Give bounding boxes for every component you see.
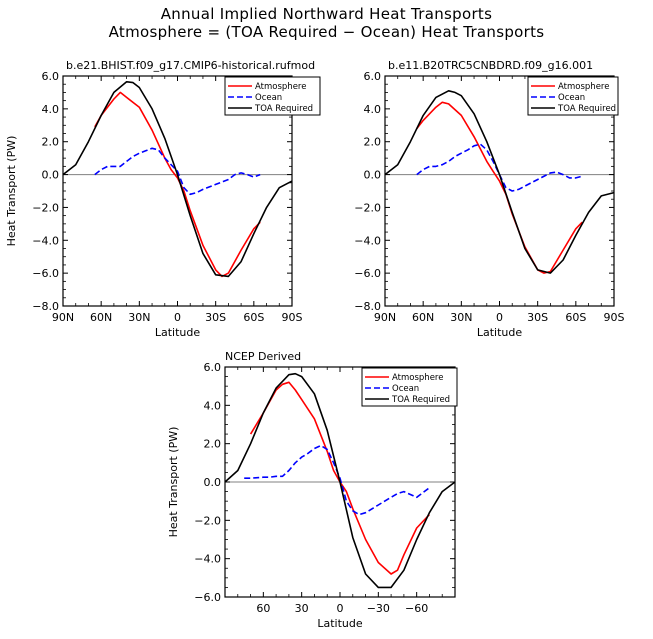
y-tick-label: −8.0	[32, 300, 59, 313]
x-tick-label: 30S	[527, 311, 548, 324]
chart-panel-2: −8.0 −6.0 −4.0 −2.0 0.0 2.0 4.0 6.0 90N 60N 30N 0 30…	[354, 59, 624, 339]
legend-entry: Ocean	[558, 93, 585, 103]
figure-title-line1: Annual Implied Northward Heat Transports	[160, 5, 493, 23]
series-line-atmosphere	[249, 381, 430, 575]
y-tick-label: −4.0	[32, 234, 59, 247]
x-tick-label: 0	[174, 311, 181, 324]
chart-panel-3: −6.0 −4.0 −2.0 0.0 2.0 4.0 6.0 60 30 0 −30 −60 NCEP …	[167, 350, 458, 630]
x-tick-label: 60S	[565, 311, 586, 324]
x-tick-label: 0	[337, 602, 344, 615]
panel-title: NCEP Derived	[225, 350, 301, 363]
legend-entry: Atmosphere	[558, 82, 609, 92]
legend-entry: Atmosphere	[255, 82, 306, 92]
x-tick-label: 30S	[205, 311, 226, 324]
y-tick-label: −6.0	[194, 591, 221, 604]
x-tick-label: 60N	[90, 311, 112, 324]
y-axis-label: Heat Transport (PW)	[5, 136, 18, 247]
legend-entry: Ocean	[392, 384, 419, 394]
chart-panel-1: −8.0 −6.0 −4.0 −2.0 0.0 2.0 4.0 6.0 90N 60N 30N 0 30…	[5, 59, 321, 339]
y-tick-label: 2.0	[204, 438, 222, 451]
y-tick-label: 2.0	[364, 136, 382, 149]
panel-title: b.e21.BHIST.f09_g17.CMIP6-historical.ruf…	[66, 59, 315, 72]
x-tick-label: −60	[405, 602, 428, 615]
x-tick-label: 90N	[52, 311, 74, 324]
series-line-toa-required	[384, 90, 615, 274]
x-axis-label: Latitude	[477, 326, 523, 339]
y-tick-label: −2.0	[354, 201, 381, 214]
y-tick-label: 4.0	[364, 103, 382, 116]
y-axis-label: Heat Transport (PW)	[167, 427, 180, 538]
x-tick-label: 30	[295, 602, 309, 615]
x-axis-label: Latitude	[317, 617, 363, 630]
x-tick-label: 90S	[282, 311, 303, 324]
y-tick-label: −8.0	[354, 300, 381, 313]
y-tick-label: 6.0	[364, 70, 382, 83]
y-tick-label: −2.0	[194, 514, 221, 527]
y-tick-label: 0.0	[42, 169, 60, 182]
series-line-atmosphere	[416, 101, 583, 274]
x-tick-label: 60N	[412, 311, 434, 324]
y-tick-label: −2.0	[32, 201, 59, 214]
x-tick-label: 30N	[450, 311, 472, 324]
y-tick-label: 4.0	[42, 103, 60, 116]
y-tick-label: 2.0	[42, 136, 60, 149]
x-tick-label: −30	[367, 602, 390, 615]
x-tick-label: 60S	[243, 311, 264, 324]
series-line-atmosphere	[94, 91, 261, 278]
x-axis-label: Latitude	[155, 326, 201, 339]
figure-title-line2: Atmosphere = (TOA Required − Ocean) Heat…	[108, 23, 545, 41]
x-tick-label: 90N	[374, 311, 396, 324]
series-line-ocean	[94, 147, 261, 196]
legend-entry: Ocean	[255, 93, 282, 103]
legend-entry: Atmosphere	[392, 373, 443, 383]
x-tick-label: 30N	[128, 311, 150, 324]
y-tick-label: −6.0	[32, 267, 59, 280]
y-tick-label: 6.0	[42, 70, 60, 83]
series-line-ocean	[416, 143, 583, 192]
series-line-toa-required	[62, 81, 293, 278]
y-tick-label: 0.0	[204, 476, 222, 489]
y-tick-label: −4.0	[354, 234, 381, 247]
y-tick-label: 6.0	[204, 361, 222, 374]
y-tick-label: 4.0	[204, 399, 222, 412]
y-tick-label: 0.0	[364, 169, 382, 182]
series-line-toa-required	[224, 372, 456, 589]
legend-entry: TOA Required	[391, 395, 450, 405]
y-tick-label: −6.0	[354, 267, 381, 280]
series-line-ocean	[244, 444, 430, 516]
y-tick-label: −4.0	[194, 553, 221, 566]
legend-entry: TOA Required	[254, 104, 313, 114]
legend-entry: TOA Required	[557, 104, 616, 114]
x-tick-label: 90S	[604, 311, 625, 324]
x-tick-label: 0	[496, 311, 503, 324]
x-tick-label: 60	[256, 602, 270, 615]
panel-title: b.e11.B20TRC5CNBDRD.f09_g16.001	[388, 59, 593, 72]
